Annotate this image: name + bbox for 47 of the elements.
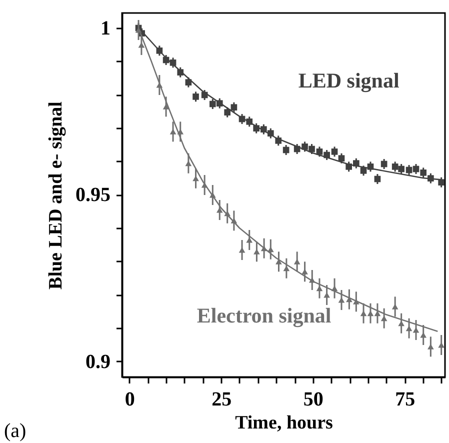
point (185, 160, 192, 166)
point (238, 247, 246, 253)
point (380, 160, 388, 168)
x-tick-label: 50 (303, 388, 324, 410)
point (338, 155, 345, 162)
point (302, 144, 308, 150)
point (210, 100, 216, 108)
x-tick-label: 75 (395, 388, 416, 410)
point (420, 170, 427, 176)
point (230, 104, 238, 110)
series-label: Electron signal (196, 303, 332, 328)
point (338, 297, 345, 303)
point (316, 286, 323, 292)
point (360, 310, 367, 316)
point (294, 258, 300, 264)
point (420, 332, 427, 338)
point (138, 42, 145, 48)
point (392, 304, 398, 310)
point (406, 326, 412, 332)
point (367, 310, 374, 316)
point (331, 148, 338, 155)
point (282, 146, 290, 154)
x-tick-label: 0 (124, 388, 135, 410)
point (374, 176, 381, 182)
point (170, 128, 176, 134)
y-axis-title: Blue LED and e- signal (46, 102, 66, 290)
x-tick-label: 25 (212, 388, 232, 410)
point (224, 109, 231, 116)
point (374, 310, 381, 316)
point (360, 168, 367, 174)
point (406, 166, 412, 174)
point (192, 94, 199, 100)
point (216, 207, 223, 213)
point (392, 164, 398, 170)
point (283, 266, 290, 272)
y-tick-label: 0.95 (76, 184, 110, 206)
point (412, 327, 420, 333)
point (412, 166, 420, 172)
y-tick-label: 0.9 (86, 350, 110, 373)
point (308, 146, 315, 152)
y-tick-label: 1 (100, 18, 110, 40)
point (246, 237, 253, 243)
point (380, 316, 388, 322)
text: (a) (4, 420, 26, 442)
text: LED signal (298, 68, 400, 93)
point (398, 166, 404, 172)
x-axis-title: Time, hours (235, 412, 333, 434)
